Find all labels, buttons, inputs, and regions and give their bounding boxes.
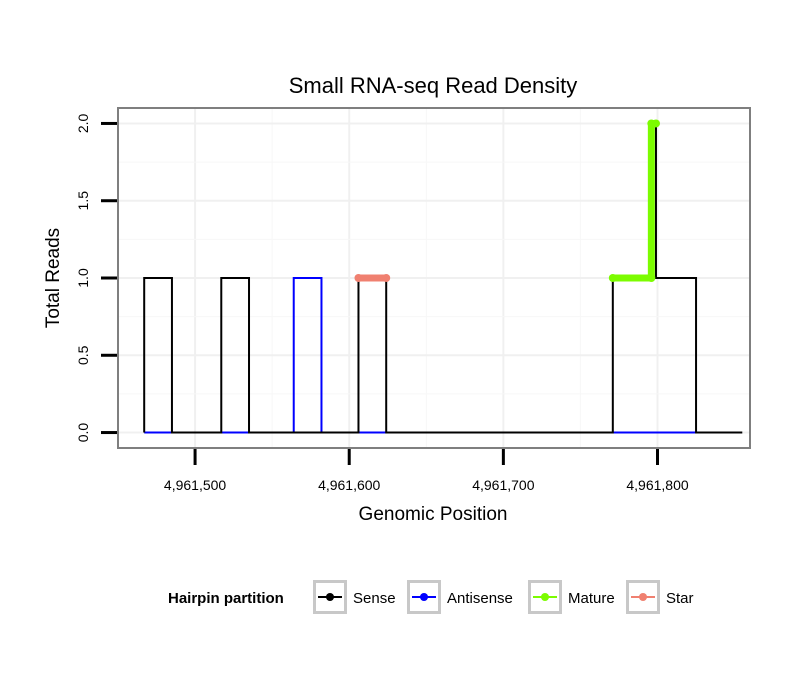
legend-key-point-antisense [420,593,428,601]
star-point [354,274,363,282]
y-tick-label: 2.0 [75,114,91,134]
axes: 4,961,500 4,961,600 4,961,700 4,961,800 0.0 0… [75,114,689,493]
legend: Hairpin partition Sense Antisense Mature St… [168,580,694,614]
y-tick-label: 0.0 [75,423,91,443]
mature-point [647,274,656,282]
y-tick-label: 1.5 [75,191,91,211]
y-tick-label: 1.0 [75,268,91,288]
legend-label-star: Star [666,590,694,607]
chart-title: Small RNA-seq Read Density [289,73,578,98]
legend-title: Hairpin partition [168,590,284,607]
x-tick-label: 4,961,600 [318,477,380,493]
x-axis-title: Genomic Position [359,504,508,525]
legend-key-point-sense [326,593,334,601]
star-point [382,274,391,282]
plot-border [117,107,751,449]
y-axis-title: Total Reads [43,228,64,328]
x-tick-label: 4,961,500 [164,477,226,493]
mature-point [608,274,617,282]
x-tick-label: 4,961,700 [472,477,534,493]
legend-label-antisense: Antisense [447,590,513,607]
series-points [354,119,660,282]
legend-key-point-mature [541,593,549,601]
legend-key-point-star [639,593,647,601]
legend-label-sense: Sense [353,590,396,607]
mature-point [651,119,660,128]
y-tick-label: 0.5 [75,345,91,365]
legend-label-mature: Mature [568,590,615,607]
x-tick-label: 4,961,800 [626,477,688,493]
